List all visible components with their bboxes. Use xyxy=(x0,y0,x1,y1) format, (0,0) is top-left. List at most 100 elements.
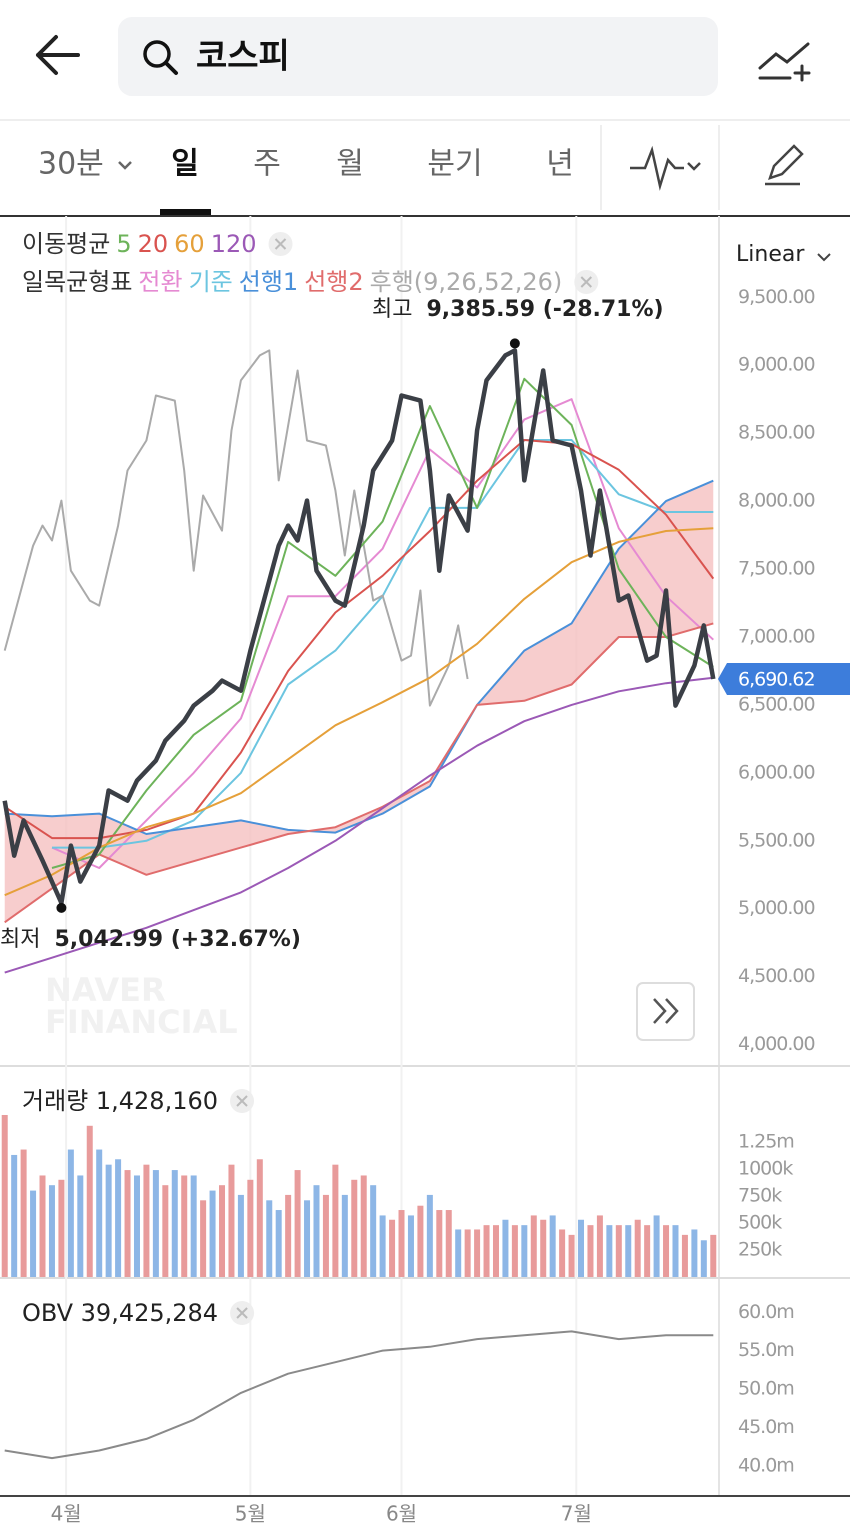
legend-item: 이동평균 xyxy=(22,230,110,258)
volume-bar xyxy=(663,1225,670,1277)
remove-button[interactable] xyxy=(230,1089,255,1113)
volume-bar xyxy=(1,1114,8,1277)
volume-bar xyxy=(341,1194,348,1277)
volume-bar xyxy=(256,1159,263,1277)
x-tick-label: 7월 xyxy=(561,1502,592,1526)
y-tick-label: 6,500.00 xyxy=(738,693,815,715)
volume-bar xyxy=(313,1185,320,1277)
remove-button[interactable] xyxy=(574,270,599,294)
volume-bar xyxy=(162,1185,169,1277)
watermark: NAVER xyxy=(45,971,166,1009)
legend-item: 선행2 xyxy=(304,268,363,296)
extreme-label: 최고 9,385.59 (-28.71%) xyxy=(372,297,664,322)
back-button[interactable] xyxy=(36,35,80,75)
volume-bar xyxy=(304,1200,311,1277)
volume-bar xyxy=(407,1215,414,1277)
remove-button[interactable] xyxy=(268,232,293,256)
extreme-label-name: 최고 xyxy=(372,297,412,322)
y-tick-label: 7,500.00 xyxy=(738,558,815,580)
indicator-button[interactable] xyxy=(630,145,684,191)
volume-bar xyxy=(67,1149,74,1277)
extreme-label-name: 최저 xyxy=(0,927,40,952)
volume-bar xyxy=(455,1229,462,1277)
volume-bar xyxy=(228,1164,235,1277)
volume-bar xyxy=(398,1210,405,1277)
volume-bar xyxy=(332,1164,339,1277)
y-tick-label: 9,000.00 xyxy=(738,354,815,376)
indicator-line xyxy=(4,439,715,840)
draw-button[interactable] xyxy=(765,144,804,186)
y-tick-label: 4,500.00 xyxy=(738,965,815,987)
remove-icon xyxy=(236,1095,248,1107)
y-tick-label: 8,500.00 xyxy=(738,422,815,444)
extreme-dot xyxy=(509,338,520,349)
y-tick-label: 45.0m xyxy=(738,1416,794,1438)
extreme-label: 최저 5,042.99 (+32.67%) xyxy=(0,927,301,952)
add-chart-button[interactable] xyxy=(758,42,811,82)
tab[interactable]: 주 xyxy=(253,147,281,182)
volume-bar xyxy=(521,1225,528,1277)
volume-bar xyxy=(124,1170,131,1277)
volume-bar xyxy=(181,1175,188,1277)
volume-bar xyxy=(370,1185,377,1277)
extreme-label-value: 5,042.99 (+32.67%) xyxy=(54,927,300,952)
indicator-line xyxy=(4,676,714,974)
last-price-label: 6,690.62 xyxy=(738,669,815,691)
volume-bar xyxy=(653,1215,660,1277)
search-text: 코스피 xyxy=(196,37,290,77)
tab[interactable]: 30분 xyxy=(38,147,104,182)
volume-bar xyxy=(587,1225,594,1277)
tab[interactable]: 년 xyxy=(546,147,574,182)
y-tick-label: 4,000.00 xyxy=(738,1033,815,1055)
volume-bar xyxy=(511,1225,518,1277)
indicator-line xyxy=(3,349,469,707)
volume-bar xyxy=(39,1175,46,1277)
tab[interactable]: 분기 xyxy=(427,147,482,182)
remove-icon xyxy=(274,238,287,250)
price-line xyxy=(2,348,716,906)
volume-bar xyxy=(549,1215,556,1277)
search-box[interactable] xyxy=(118,17,718,96)
volume-bar xyxy=(322,1194,329,1277)
volume-bar xyxy=(492,1225,499,1277)
volume-bar xyxy=(530,1215,537,1277)
volume-bar xyxy=(436,1210,443,1277)
volume-bar xyxy=(596,1215,603,1277)
volume-bar xyxy=(237,1194,244,1277)
volume-bar xyxy=(700,1240,707,1277)
volume-bar xyxy=(30,1190,37,1277)
last-price-tag xyxy=(718,663,850,696)
indicator-line xyxy=(4,622,714,924)
y-tick-label: 1000k xyxy=(738,1157,793,1179)
volume-bar xyxy=(568,1234,575,1277)
volume-bar xyxy=(502,1219,509,1277)
volume-bar xyxy=(540,1219,547,1277)
tab[interactable]: 월 xyxy=(336,147,364,182)
volume-bar xyxy=(77,1175,84,1277)
volume-bar xyxy=(48,1185,55,1277)
obv-line xyxy=(4,1330,714,1460)
volume-bar xyxy=(710,1234,717,1277)
tab-indicator xyxy=(160,209,211,215)
scale-selector[interactable]: Linear xyxy=(736,242,805,267)
volume-bar xyxy=(86,1125,93,1277)
extreme-label-value: 9,385.59 (-28.71%) xyxy=(426,297,663,322)
legend-item: 후행(9,26,52,26) xyxy=(370,268,563,296)
remove-button[interactable] xyxy=(230,1301,255,1325)
x-tick-label: 6월 xyxy=(386,1502,417,1526)
volume-bar xyxy=(379,1215,386,1277)
y-tick-label: 1.25m xyxy=(738,1130,794,1152)
tab[interactable]: 일 xyxy=(171,147,199,182)
search-icon xyxy=(143,40,171,68)
remove-icon xyxy=(580,276,593,288)
x-tick-label: 4월 xyxy=(51,1502,82,1526)
scroll-end-button[interactable] xyxy=(636,982,695,1041)
volume-bar xyxy=(209,1190,216,1277)
volume-bar xyxy=(606,1225,613,1277)
legend-item: 일목균형표 xyxy=(22,268,132,296)
volume-bar xyxy=(559,1229,566,1277)
y-tick-label: 750k xyxy=(738,1184,782,1206)
